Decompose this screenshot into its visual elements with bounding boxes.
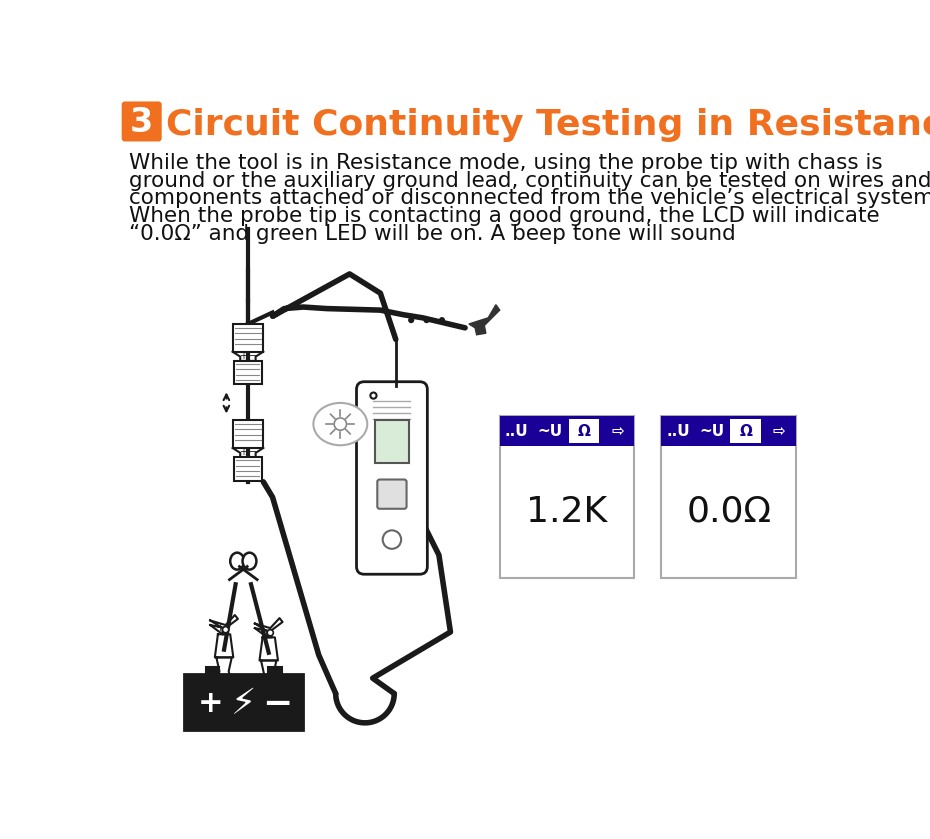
Text: +: + xyxy=(197,689,223,718)
Text: −: − xyxy=(248,351,257,361)
Text: When the probe tip is contacting a good ground, the LCD will indicate: When the probe tip is contacting a good … xyxy=(129,206,880,227)
Text: ⇨: ⇨ xyxy=(773,424,786,439)
Ellipse shape xyxy=(313,403,367,446)
Ellipse shape xyxy=(231,553,244,570)
Circle shape xyxy=(222,627,229,633)
Bar xyxy=(268,667,282,675)
Text: components attached or disconnected from the vehicle’s electrical system.: components attached or disconnected from… xyxy=(129,189,930,208)
Bar xyxy=(232,324,263,352)
Circle shape xyxy=(439,317,445,323)
Text: ..U: ..U xyxy=(505,424,528,439)
Bar xyxy=(568,419,599,443)
Circle shape xyxy=(382,530,401,549)
Bar xyxy=(375,420,409,462)
Circle shape xyxy=(370,393,377,399)
Text: −: − xyxy=(260,626,270,636)
Polygon shape xyxy=(469,305,499,335)
Bar xyxy=(499,416,634,578)
Bar xyxy=(232,420,263,448)
Text: “0.0Ω” and green LED will be on. A beep tone will sound: “0.0Ω” and green LED will be on. A beep … xyxy=(129,224,737,244)
Text: −: − xyxy=(262,686,292,721)
Text: +: + xyxy=(216,623,225,633)
Circle shape xyxy=(408,317,414,323)
Text: 0.0Ω: 0.0Ω xyxy=(686,495,771,529)
Bar xyxy=(499,416,634,446)
Circle shape xyxy=(423,317,430,323)
Text: ⚡: ⚡ xyxy=(231,686,257,721)
Text: −: − xyxy=(248,447,257,457)
Ellipse shape xyxy=(243,553,257,570)
Bar xyxy=(234,361,262,384)
Text: ⇨: ⇨ xyxy=(611,424,624,439)
Bar xyxy=(661,416,796,446)
Circle shape xyxy=(267,630,273,636)
Bar xyxy=(661,416,796,578)
Text: +: + xyxy=(239,447,247,457)
FancyBboxPatch shape xyxy=(122,102,162,142)
Bar xyxy=(234,457,262,481)
Text: ~U: ~U xyxy=(699,424,724,439)
FancyBboxPatch shape xyxy=(378,480,406,508)
Bar xyxy=(184,675,303,730)
Bar xyxy=(206,667,219,675)
Text: While the tool is in Resistance mode, using the probe tip with chass is: While the tool is in Resistance mode, us… xyxy=(129,153,883,173)
FancyBboxPatch shape xyxy=(356,382,428,574)
Text: Ω: Ω xyxy=(739,424,752,439)
Text: +: + xyxy=(239,351,247,361)
Text: 1.2K: 1.2K xyxy=(526,495,607,529)
Text: 3: 3 xyxy=(130,106,153,138)
Text: ~U: ~U xyxy=(538,424,563,439)
Bar xyxy=(730,419,761,443)
Text: ..U: ..U xyxy=(667,424,690,439)
Text: ground or the auxiliary ground lead, continuity can be tested on wires and: ground or the auxiliary ground lead, con… xyxy=(129,171,930,190)
Text: Ω: Ω xyxy=(578,424,591,439)
Circle shape xyxy=(334,418,347,430)
Text: Circuit Continuity Testing in Resistance mode: Circuit Continuity Testing in Resistance… xyxy=(166,108,930,143)
